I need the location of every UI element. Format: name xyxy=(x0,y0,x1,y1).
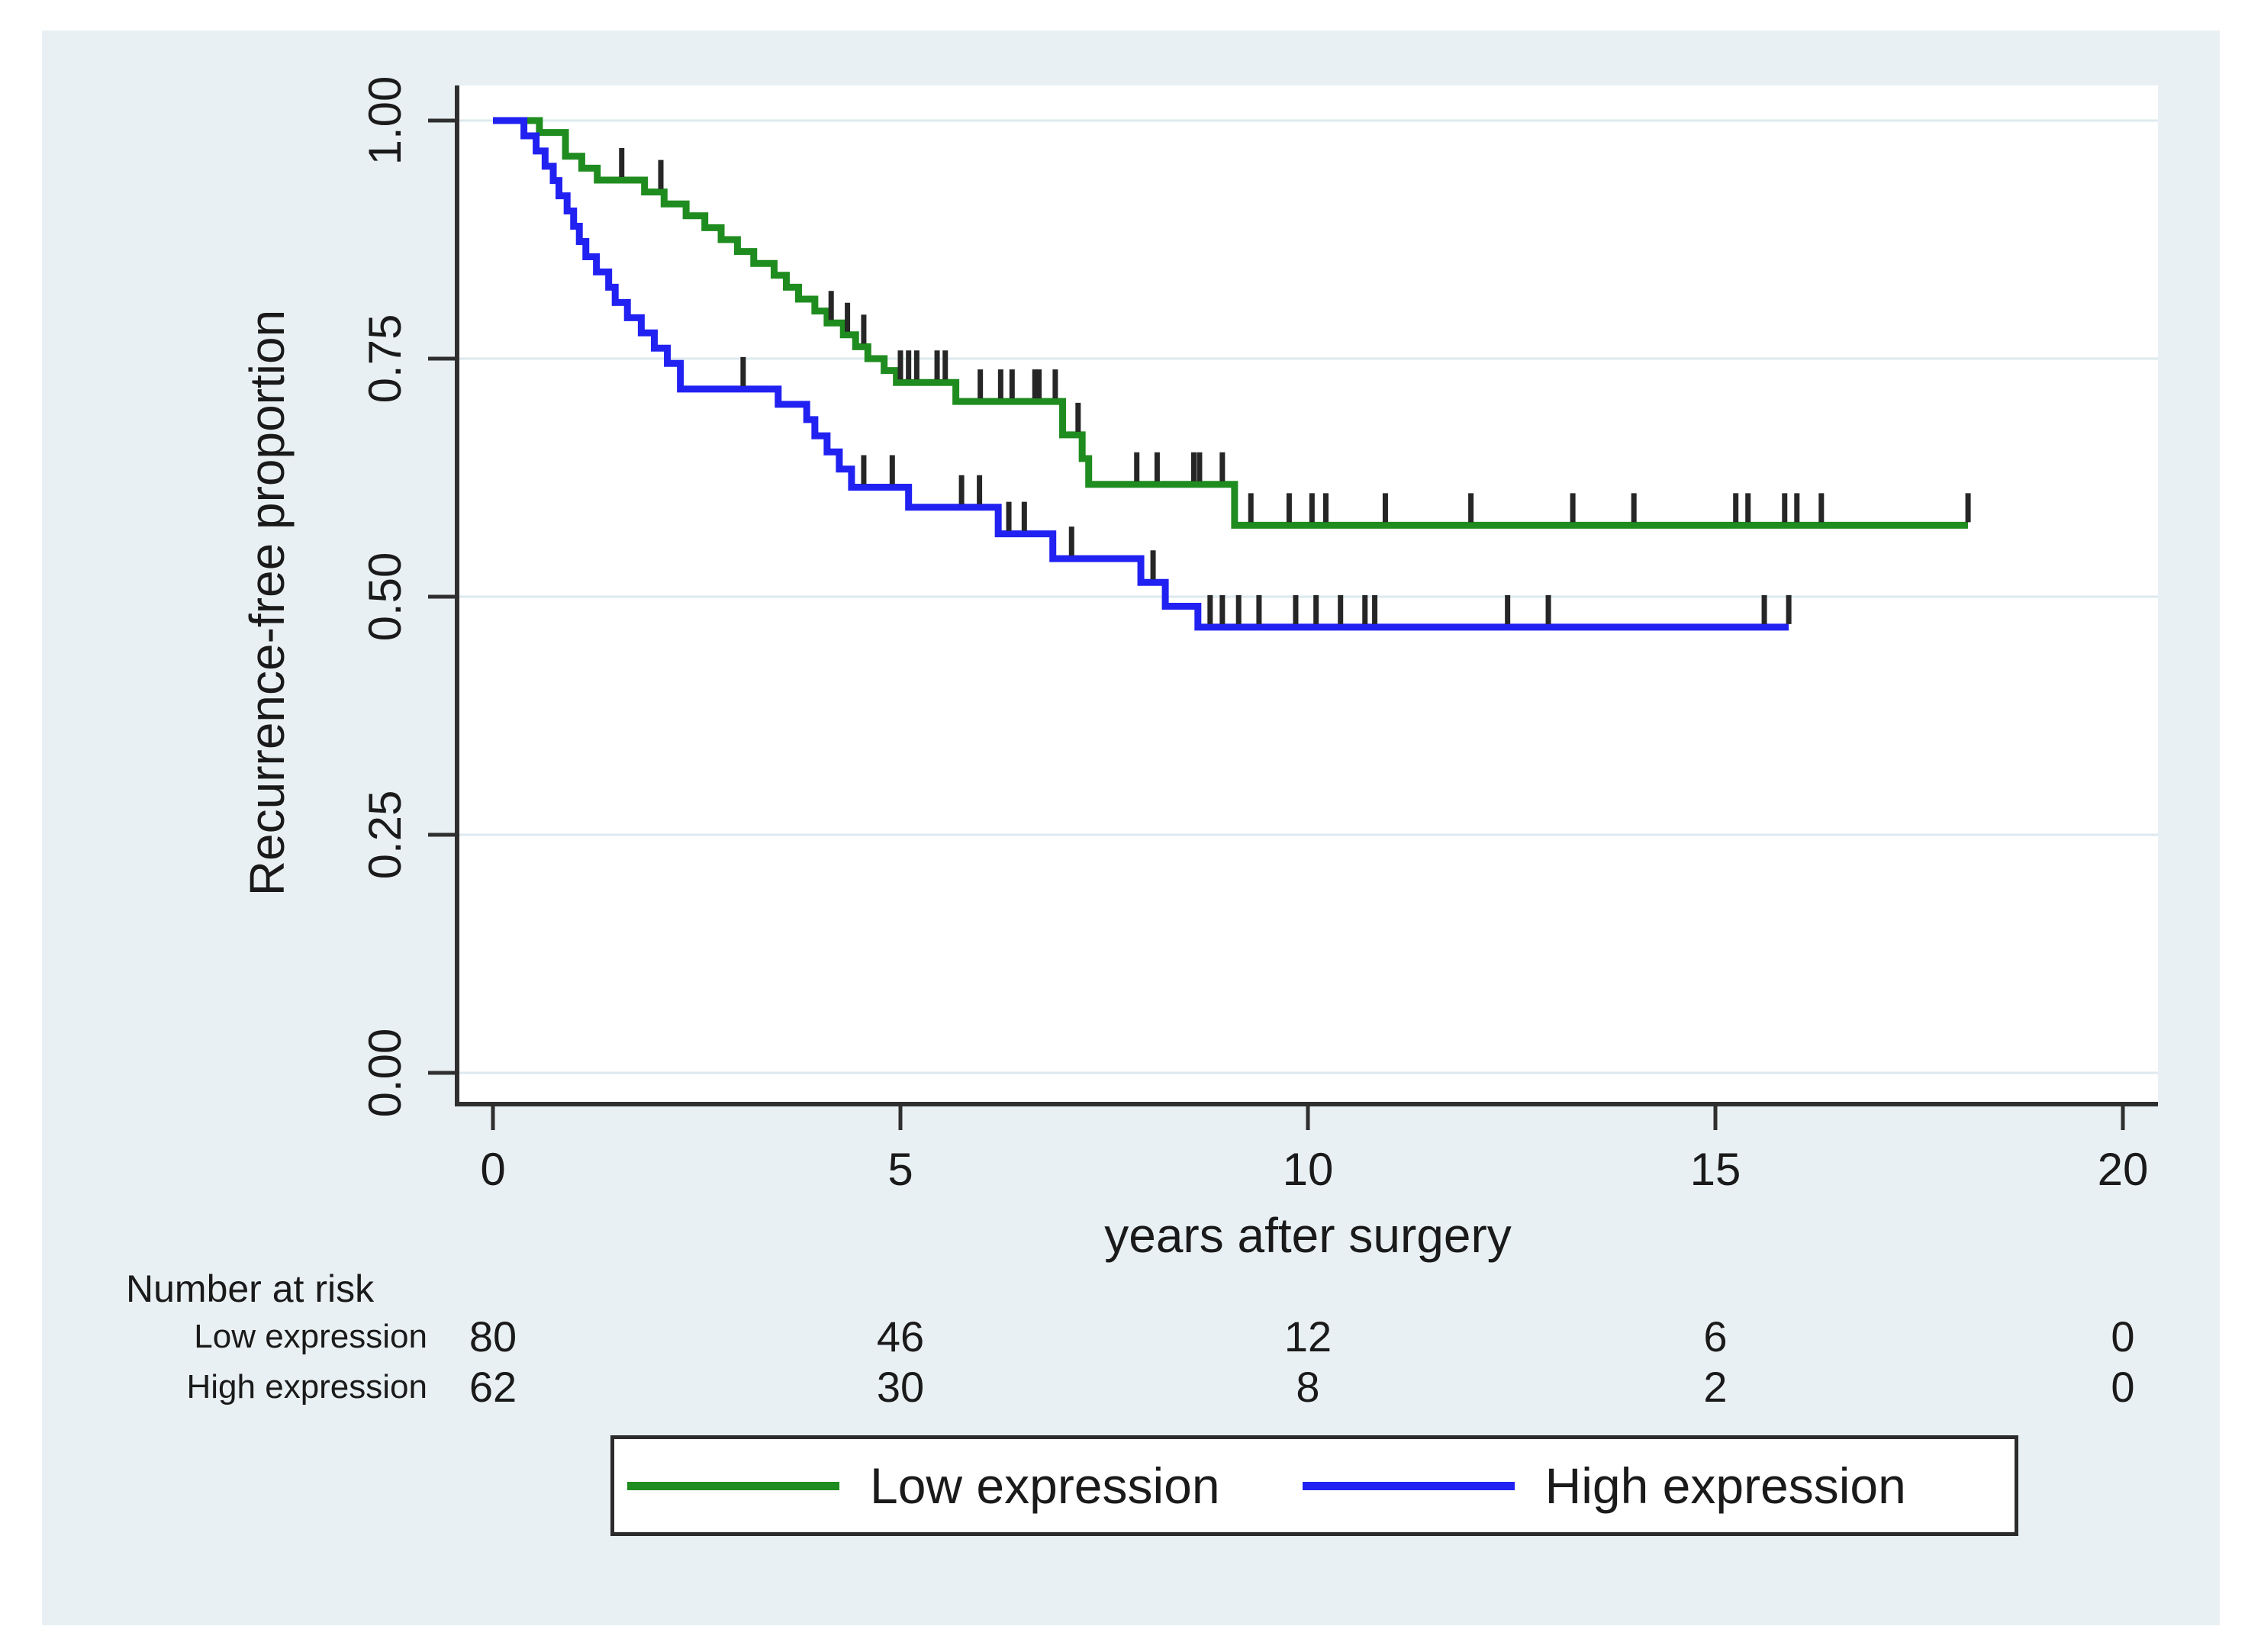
x-tick-label-15: 15 xyxy=(1689,1144,1741,1195)
risk-count: 8 xyxy=(1296,1363,1320,1411)
risk-count: 12 xyxy=(1283,1312,1332,1361)
risk-count: 6 xyxy=(1703,1312,1728,1361)
high-expression-curve xyxy=(493,117,1789,631)
legend-box: Low expression High expression xyxy=(610,1435,2018,1536)
risk-count: 30 xyxy=(876,1363,925,1411)
legend-swatch-high-expression xyxy=(1302,1481,1515,1490)
risk-count: 2 xyxy=(1703,1363,1728,1411)
risk-count: 46 xyxy=(876,1312,925,1361)
risk-row-label-high: High expression xyxy=(186,1368,428,1406)
risk-count: 80 xyxy=(469,1312,517,1361)
x-tick-label-20: 20 xyxy=(2097,1144,2149,1195)
legend-label-low-expression: Low expression xyxy=(870,1457,1220,1514)
low-expression-curve xyxy=(493,117,1969,529)
risk-row-label-low: Low expression xyxy=(194,1318,427,1355)
x-tick-label-10: 10 xyxy=(1282,1144,1334,1195)
y-tick-label-0.75: 0.75 xyxy=(359,314,411,404)
x-tick-label-5: 5 xyxy=(887,1144,913,1195)
risk-count: 62 xyxy=(469,1363,517,1411)
y-tick-label-0.00: 0.00 xyxy=(359,1028,411,1118)
y-axis-title: Recurrence-free proportion xyxy=(240,309,295,897)
x-axis-title: years after surgery xyxy=(1104,1208,1512,1263)
legend-label-high-expression: High expression xyxy=(1544,1457,1906,1514)
x-tick-label-0: 0 xyxy=(480,1144,506,1195)
legend-swatch-low-expression xyxy=(627,1481,839,1490)
risk-count: 0 xyxy=(2111,1312,2135,1361)
risk-count: 0 xyxy=(2111,1363,2135,1411)
y-tick-label-1.00: 1.00 xyxy=(359,76,411,166)
number-at-risk-title: Number at risk xyxy=(126,1267,375,1310)
y-tick-label-0.25: 0.25 xyxy=(359,790,411,880)
y-tick-label-0.50: 0.50 xyxy=(359,552,411,642)
